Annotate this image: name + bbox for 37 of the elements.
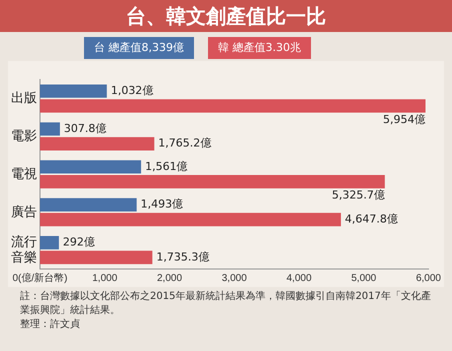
text: 註：台灣數據以文化部公布之2015年最新統計結果為準，韓國數據引自南韓2017年「文化產業振興院」統計結果。: [20, 290, 432, 318]
x-tick-label: 4,000: [286, 272, 312, 284]
y-tick-label: 流行音樂: [11, 234, 37, 264]
bar: [40, 236, 59, 250]
bar: [40, 84, 107, 98]
x-tick-label: 6,000: [416, 272, 442, 284]
data-label: 5,954億: [383, 112, 426, 126]
data-label: 292億: [62, 236, 95, 249]
x-tick-label: 3,000: [222, 272, 248, 284]
bar: [40, 250, 152, 264]
text: 整理：許文貞: [20, 318, 81, 332]
x-tick-label: 5,000: [351, 272, 377, 284]
data-label: 1,561億: [145, 160, 188, 173]
x-tick-label: 2,000: [156, 272, 182, 284]
y-tick-label: 電影: [11, 128, 37, 143]
data-label: 1,735.3億: [156, 250, 210, 264]
chart-title: 台、韓文創產值比一比: [0, 0, 452, 32]
bar: [40, 122, 60, 136]
text: 韓 總產值3.30兆: [208, 37, 311, 59]
text: 台 總產值8,339億: [84, 37, 194, 59]
data-label: 4,647.8億: [344, 212, 398, 226]
data-label: 1,032億: [110, 84, 154, 98]
bar: [40, 99, 426, 113]
bar: [40, 160, 142, 174]
data-label: 1,493億: [140, 198, 184, 211]
bar: [40, 198, 137, 212]
data-label: 1,765.2億: [158, 136, 212, 150]
data-label: 5,325.7億: [332, 188, 385, 202]
y-tick-label: 廣告: [11, 204, 37, 219]
y-tick-label: 出版: [11, 90, 37, 106]
bar: [40, 175, 385, 188]
x-tick-label: 0(億/新台幣): [12, 272, 68, 284]
x-tick-label: 1,000: [92, 272, 118, 284]
data-label: 307.8億: [64, 122, 106, 135]
bar: [40, 137, 154, 150]
bar: [40, 212, 341, 226]
y-tick-label: 電視: [11, 166, 37, 181]
